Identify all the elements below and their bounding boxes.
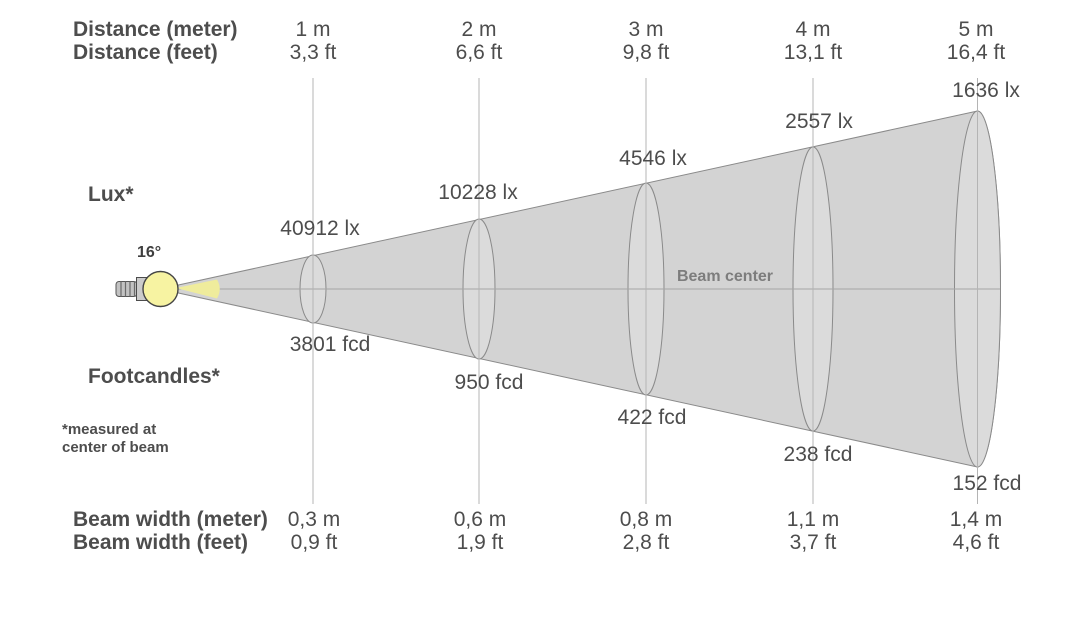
beam-width-ft-value: 1,9 ft	[456, 531, 504, 554]
beam-width-feet-label: Beam width (feet)	[73, 531, 249, 554]
fcd-value-5m: 152 fcd	[952, 472, 1022, 495]
beam-width-ft-value: 4,6 ft	[952, 531, 1000, 554]
distance-m-value: 5 m	[958, 18, 994, 41]
distance-m-value: 4 m	[795, 18, 831, 41]
distance-ft-value: 6,6 ft	[455, 41, 503, 64]
distance-column-2m: 2 m 6,6 ft	[456, 18, 503, 64]
beam-angle-label: 16°	[137, 244, 162, 261]
fcd-value-1m: 3801 fcd	[289, 333, 371, 356]
beam-width-ft-value: 3,7 ft	[789, 531, 837, 554]
distance-m-value: 3 m	[628, 18, 664, 41]
lux-value-5m: 1636 lx	[952, 79, 1020, 102]
distance-ft-value: 9,8 ft	[622, 41, 670, 64]
footcandles-label: Footcandles*	[88, 365, 220, 388]
lux-label: Lux*	[88, 183, 134, 206]
lightbulb-icon	[115, 270, 179, 308]
beam-width-column-3m: 0,8 m 2,8 ft	[620, 508, 673, 554]
distance-column-3m: 3 m 9,8 ft	[623, 18, 670, 64]
beam-width-m-value: 0,8 m	[619, 508, 673, 531]
bulb-globe	[142, 270, 179, 308]
beam-width-ft-value: 0,9 ft	[290, 531, 338, 554]
distance-guide-lines	[312, 78, 978, 504]
beam-width-m-value: 1,4 m	[949, 508, 1003, 531]
beam-width-meter-label: Beam width (meter)	[73, 508, 268, 531]
beam-width-header-labels: Beam width (meter) Beam width (feet)	[73, 508, 268, 554]
lux-value-4m: 2557 lx	[785, 110, 853, 133]
distance-ft-value: 3,3 ft	[289, 41, 337, 64]
measured-note: *measured at center of beam	[62, 421, 169, 457]
distance-meter-label: Distance (meter)	[73, 18, 238, 41]
beam-center-label: Beam center	[676, 268, 774, 285]
beam-width-m-value: 0,6 m	[453, 508, 507, 531]
distance-column-1m: 1 m 3,3 ft	[290, 18, 337, 64]
bulb-screw-threads	[120, 281, 136, 297]
lux-value-3m: 4546 lx	[619, 147, 687, 170]
distance-feet-label: Distance (feet)	[73, 41, 218, 64]
beam-width-column-4m: 1,1 m 3,7 ft	[787, 508, 840, 554]
beam-wedge-icon	[176, 279, 220, 299]
fcd-value-4m: 238 fcd	[783, 443, 853, 466]
beam-width-column-2m: 0,6 m 1,9 ft	[454, 508, 507, 554]
distance-ft-value: 13,1 ft	[783, 41, 843, 64]
measured-note-line1: *measured at	[62, 421, 157, 438]
beam-width-ft-value: 2,8 ft	[622, 531, 670, 554]
distance-ft-value: 16,4 ft	[946, 41, 1006, 64]
fcd-value-2m: 950 fcd	[454, 371, 524, 394]
beam-width-column-5m: 1,4 m 4,6 ft	[950, 508, 1003, 554]
fcd-value-3m: 422 fcd	[617, 406, 687, 429]
measured-note-line2: center of beam	[62, 439, 169, 456]
lux-value-1m: 40912 lx	[280, 217, 360, 240]
beam-width-column-1m: 0,3 m 0,9 ft	[288, 508, 341, 554]
distance-column-4m: 4 m 13,1 ft	[784, 18, 842, 64]
beam-width-m-value: 1,1 m	[786, 508, 840, 531]
distance-header-labels: Distance (meter) Distance (feet)	[73, 18, 238, 64]
distance-m-value: 2 m	[461, 18, 497, 41]
distance-m-value: 1 m	[295, 18, 331, 41]
bulb-screw-base	[115, 281, 138, 297]
lux-value-2m: 10228 lx	[438, 181, 518, 204]
distance-column-5m: 5 m 16,4 ft	[947, 18, 1005, 64]
beam-width-m-value: 0,3 m	[287, 508, 341, 531]
